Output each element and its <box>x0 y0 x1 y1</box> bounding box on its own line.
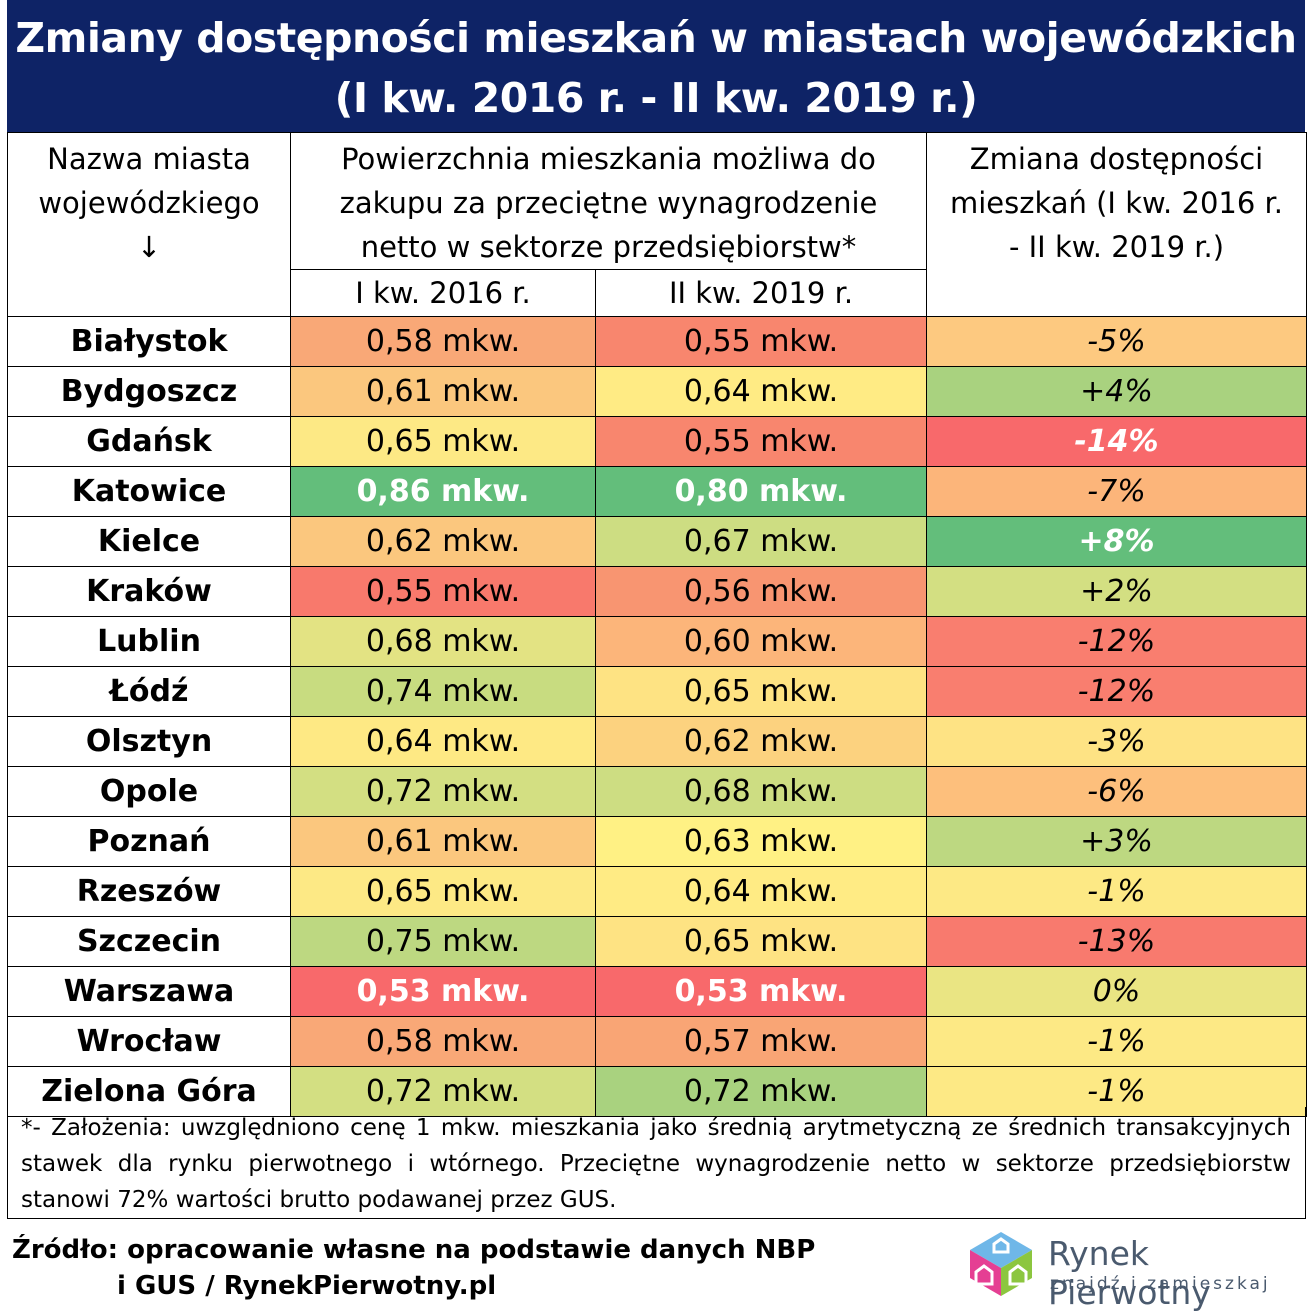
value-2019-cell: 0,60 mkw. <box>595 616 927 667</box>
city-cell: Poznań <box>7 816 291 867</box>
table-row: Lublin 0,68 mkw. 0,60 mkw. -12% <box>7 616 1307 667</box>
value-2016-cell: 0,58 mkw. <box>290 1016 596 1067</box>
value-2019-cell: 0,55 mkw. <box>595 416 927 467</box>
change-cell: 0% <box>926 966 1307 1017</box>
value-2019-cell: 0,53 mkw. <box>595 966 927 1017</box>
value-2019-cell: 0,72 mkw. <box>595 1066 927 1117</box>
city-cell: Szczecin <box>7 916 291 967</box>
value-2019-cell: 0,56 mkw. <box>595 566 927 617</box>
value-2016-cell: 0,72 mkw. <box>290 766 596 817</box>
value-2016-cell: 0,75 mkw. <box>290 916 596 967</box>
source-line-2: i GUS / RynekPierwotny.pl <box>117 1271 497 1301</box>
table-row: Szczecin 0,75 mkw. 0,65 mkw. -13% <box>7 916 1307 967</box>
change-cell: +4% <box>926 366 1307 417</box>
value-2016-cell: 0,64 mkw. <box>290 716 596 767</box>
title-line-2: (I kw. 2016 r. - II kw. 2019 r.) <box>334 74 978 122</box>
value-2019-cell: 0,55 mkw. <box>595 316 927 367</box>
city-cell: Kraków <box>7 566 291 617</box>
value-2019-cell: 0,63 mkw. <box>595 816 927 867</box>
header-area: Powierzchnia mieszkania możliwa do zakup… <box>290 132 927 270</box>
value-2016-cell: 0,62 mkw. <box>290 516 596 567</box>
value-2019-cell: 0,65 mkw. <box>595 666 927 717</box>
value-2019-cell: 0,68 mkw. <box>595 766 927 817</box>
table-row: Łódź 0,74 mkw. 0,65 mkw. -12% <box>7 666 1307 717</box>
city-cell: Białystok <box>7 316 291 367</box>
table-row: Zielona Góra 0,72 mkw. 0,72 mkw. -1% <box>7 1066 1307 1117</box>
value-2016-cell: 0,53 mkw. <box>290 966 596 1017</box>
city-cell: Kielce <box>7 516 291 567</box>
house-logo-icon <box>970 1232 1032 1296</box>
table-row: Olsztyn 0,64 mkw. 0,62 mkw. -3% <box>7 716 1307 767</box>
city-cell: Lublin <box>7 616 291 667</box>
table-row: Opole 0,72 mkw. 0,68 mkw. -6% <box>7 766 1307 817</box>
header-2016: I kw. 2016 r. <box>290 269 596 317</box>
table-row: Bydgoszcz 0,61 mkw. 0,64 mkw. +4% <box>7 366 1307 417</box>
city-cell: Rzeszów <box>7 866 291 917</box>
city-cell: Łódź <box>7 666 291 717</box>
change-cell: -7% <box>926 466 1307 517</box>
value-2019-cell: 0,65 mkw. <box>595 916 927 967</box>
source-note: Źródło: opracowanie własne na podstawie … <box>12 1232 815 1304</box>
source-line-1: Źródło: opracowanie własne na podstawie … <box>12 1235 816 1265</box>
value-2019-cell: 0,80 mkw. <box>595 466 927 517</box>
change-cell: +2% <box>926 566 1307 617</box>
table-row: Wrocław 0,58 mkw. 0,57 mkw. -1% <box>7 1016 1307 1067</box>
change-cell: -1% <box>926 1016 1307 1067</box>
availability-table: Nazwa miasta wojewódzkiego ↓ Powierzchni… <box>7 132 1307 1117</box>
change-cell: -3% <box>926 716 1307 767</box>
table-row: Gdańsk 0,65 mkw. 0,55 mkw. -14% <box>7 416 1307 467</box>
city-cell: Zielona Góra <box>7 1066 291 1117</box>
value-2016-cell: 0,65 mkw. <box>290 416 596 467</box>
footnote: *- Założenia: uwzględniono cenę 1 mkw. m… <box>7 1107 1306 1219</box>
change-cell: +3% <box>926 816 1307 867</box>
value-2016-cell: 0,61 mkw. <box>290 366 596 417</box>
value-2016-cell: 0,61 mkw. <box>290 816 596 867</box>
value-2016-cell: 0,68 mkw. <box>290 616 596 667</box>
city-cell: Bydgoszcz <box>7 366 291 417</box>
logo-name: Rynek Pierwotny <box>1048 1234 1211 1312</box>
value-2019-cell: 0,64 mkw. <box>595 366 927 417</box>
city-cell: Katowice <box>7 466 291 517</box>
value-2019-cell: 0,62 mkw. <box>595 716 927 767</box>
change-cell: -1% <box>926 866 1307 917</box>
value-2019-cell: 0,64 mkw. <box>595 866 927 917</box>
change-cell: +8% <box>926 516 1307 567</box>
city-cell: Wrocław <box>7 1016 291 1067</box>
title-line-1: Zmiany dostępności mieszkań w miastach w… <box>15 14 1297 62</box>
city-cell: Olsztyn <box>7 716 291 767</box>
logo: Rynek Pierwotny znajdź i zamieszkaj <box>966 1228 1306 1312</box>
change-cell: -14% <box>926 416 1307 467</box>
table-row: Katowice 0,86 mkw. 0,80 mkw. -7% <box>7 466 1307 517</box>
city-cell: Opole <box>7 766 291 817</box>
table-row: Warszawa 0,53 mkw. 0,53 mkw. 0% <box>7 966 1307 1017</box>
title-banner: Zmiany dostępności mieszkań w miastach w… <box>7 0 1305 132</box>
table-row: Białystok 0,58 mkw. 0,55 mkw. -5% <box>7 316 1307 367</box>
value-2016-cell: 0,86 mkw. <box>290 466 596 517</box>
table-body: Białystok 0,58 mkw. 0,55 mkw. -5% Bydgoszcz 0… <box>7 316 1307 1117</box>
logo-tagline: znajdź i zamieszkaj <box>1050 1274 1271 1294</box>
change-cell: -6% <box>926 766 1307 817</box>
value-2016-cell: 0,74 mkw. <box>290 666 596 717</box>
change-cell: -12% <box>926 616 1307 667</box>
header-city: Nazwa miasta wojewódzkiego ↓ <box>7 132 291 317</box>
table-row: Poznań 0,61 mkw. 0,63 mkw. +3% <box>7 816 1307 867</box>
change-cell: -5% <box>926 316 1307 367</box>
header-change: Zmiana dostępności mieszkań (I kw. 2016 … <box>926 132 1307 317</box>
city-cell: Warszawa <box>7 966 291 1017</box>
value-2016-cell: 0,55 mkw. <box>290 566 596 617</box>
change-cell: -12% <box>926 666 1307 717</box>
value-2019-cell: 0,67 mkw. <box>595 516 927 567</box>
table-row: Kraków 0,55 mkw. 0,56 mkw. +2% <box>7 566 1307 617</box>
change-cell: -1% <box>926 1066 1307 1117</box>
table-row: Kielce 0,62 mkw. 0,67 mkw. +8% <box>7 516 1307 567</box>
city-cell: Gdańsk <box>7 416 291 467</box>
header-2019: II kw. 2019 r. <box>595 269 927 317</box>
change-cell: -13% <box>926 916 1307 967</box>
table-row: Rzeszów 0,65 mkw. 0,64 mkw. -1% <box>7 866 1307 917</box>
value-2019-cell: 0,57 mkw. <box>595 1016 927 1067</box>
value-2016-cell: 0,72 mkw. <box>290 1066 596 1117</box>
value-2016-cell: 0,58 mkw. <box>290 316 596 367</box>
value-2016-cell: 0,65 mkw. <box>290 866 596 917</box>
